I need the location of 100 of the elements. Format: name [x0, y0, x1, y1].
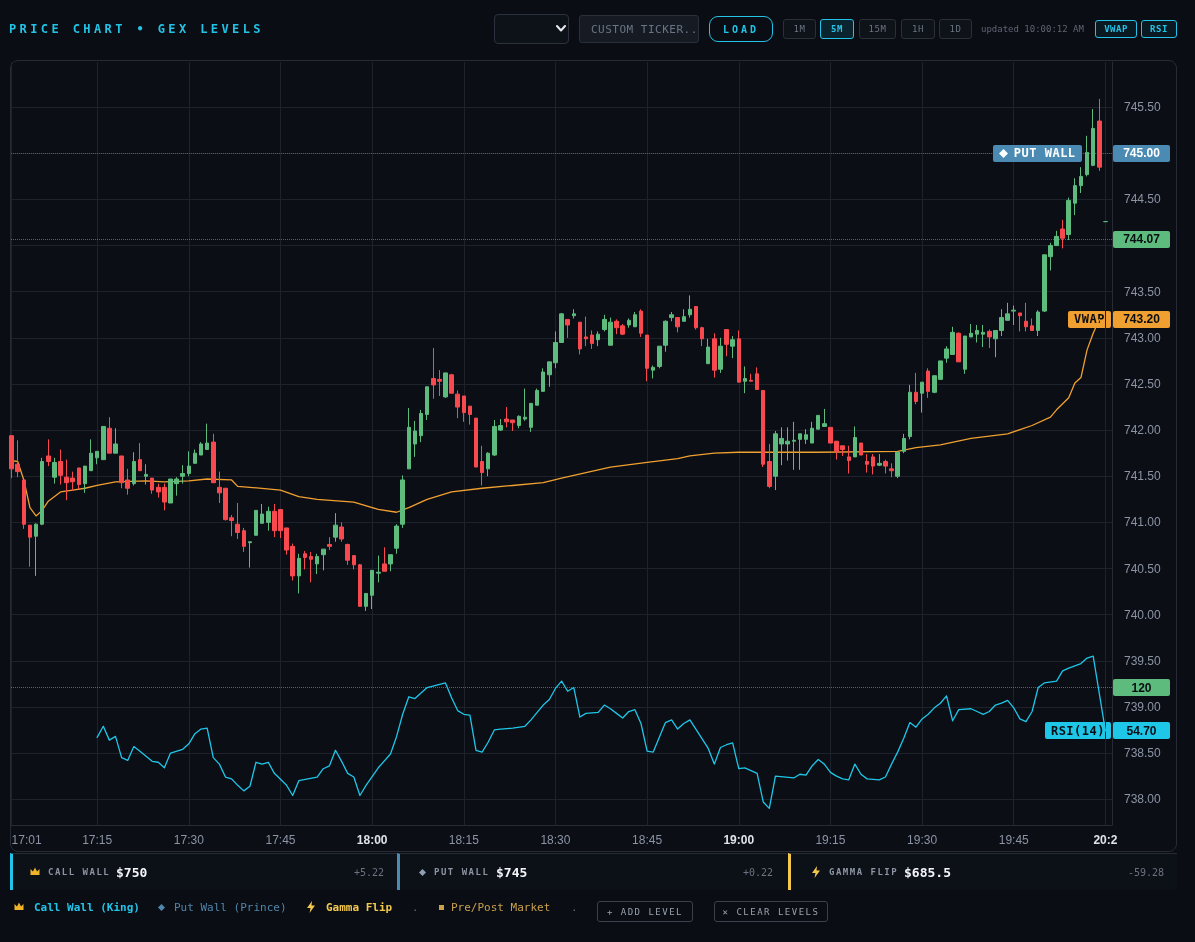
button: VWAP — [1095, 20, 1137, 38]
y-tick-label: 738.50 — [1124, 746, 1162, 761]
candlestick — [138, 442, 142, 472]
x-tick-label: 17:15 — [82, 833, 113, 847]
candlestick — [1091, 108, 1095, 167]
candlestick — [107, 416, 112, 454]
candlestick — [853, 425, 857, 458]
y-tick-label: 740.50 — [1124, 561, 1162, 576]
button: + ADD LEVEL — [597, 901, 693, 922]
candlestick — [596, 330, 600, 347]
candlestick — [1011, 305, 1016, 326]
button: ✕ CLEAR LEVELS — [714, 901, 828, 922]
candlestick — [889, 462, 894, 478]
candlestick — [865, 453, 869, 474]
candlestick — [895, 451, 900, 479]
candlestick — [963, 335, 967, 375]
candlestick — [1085, 135, 1089, 177]
candlestick — [486, 451, 490, 477]
candlestick — [150, 477, 154, 495]
y-tick-label: 740.00 — [1124, 607, 1162, 622]
y-tick-label: 744.50 — [1124, 192, 1162, 207]
candlestick — [761, 389, 765, 468]
candlestick — [1079, 166, 1083, 194]
candlestick — [376, 555, 381, 583]
candlestick — [400, 474, 405, 529]
candlestick — [1030, 317, 1034, 331]
text: $685.5 — [904, 864, 951, 880]
candlestick — [443, 372, 448, 399]
x-tick-label: 18:15 — [448, 833, 480, 847]
candlestick — [352, 555, 356, 570]
candlestick — [407, 407, 411, 470]
button: 1H — [901, 19, 935, 39]
candlestick — [565, 318, 570, 339]
candlestick — [682, 308, 686, 322]
candlestick — [260, 503, 264, 524]
candlestick — [113, 427, 118, 454]
candlestick — [981, 324, 985, 348]
annotation: 743.20 — [1123, 312, 1160, 327]
candlestick — [633, 311, 637, 328]
legend-label: VWAP — [1074, 312, 1105, 327]
candlestick — [297, 553, 301, 594]
y-tick-label: 742.50 — [1124, 376, 1162, 391]
candlestick — [187, 450, 191, 477]
candlestick — [718, 337, 723, 374]
chart-title: PRICE CHART • GEX LEVELS — [9, 22, 264, 36]
x-tick-label: 19:00 — [723, 833, 755, 847]
text: +5.22 — [353, 866, 384, 878]
candlestick — [804, 428, 808, 445]
x-tick-label: 17:30 — [173, 833, 205, 847]
candlestick — [40, 457, 44, 526]
line-series — [96, 655, 1107, 810]
y-tick-label: 738.00 — [1124, 792, 1162, 807]
candlestick — [706, 338, 710, 365]
candlestick — [52, 457, 57, 485]
x-tick-label: 18:45 — [632, 833, 663, 847]
y-tick-label: 741.50 — [1124, 469, 1162, 484]
candlestick — [58, 449, 63, 486]
candlestick — [956, 331, 961, 363]
candlestick — [847, 445, 851, 474]
candlestick — [792, 421, 796, 471]
text-field: CUSTOM TICKER.. — [579, 15, 699, 43]
ref-line-label: 744.07 — [1123, 232, 1160, 247]
candlestick — [211, 433, 216, 484]
text: $750 — [116, 864, 148, 880]
candlestick — [663, 319, 668, 353]
candlestick — [425, 386, 429, 421]
candlestick — [523, 388, 527, 422]
candlestick — [1097, 98, 1102, 172]
candlestick — [535, 388, 539, 406]
text: CALL WALL — [48, 867, 111, 877]
text: Put Wall (Prince) — [174, 900, 287, 914]
candlestick — [987, 329, 992, 349]
candlestick — [364, 592, 368, 612]
candlestick — [474, 417, 478, 468]
candlestick — [468, 405, 472, 426]
candlestick — [730, 335, 735, 359]
button: 1D — [939, 19, 972, 39]
candlestick — [180, 464, 185, 485]
candlestick — [22, 479, 26, 530]
x-tick-label: 17:45 — [265, 833, 296, 847]
candlestick — [333, 512, 338, 543]
candlestick — [28, 524, 32, 568]
candlestick — [651, 365, 655, 379]
candlestick — [743, 365, 747, 394]
y-tick-label: 743.50 — [1124, 284, 1162, 299]
candlestick — [370, 569, 374, 610]
candlestick — [266, 506, 271, 532]
x-tick-label: 19:45 — [998, 833, 1030, 847]
candlestick — [871, 453, 875, 475]
candlestick — [345, 543, 350, 566]
candlestick — [517, 414, 521, 429]
text: Gamma Flip — [326, 900, 393, 914]
candlestick — [859, 442, 863, 456]
candlestick — [920, 381, 924, 414]
y-tick-label: 741.00 — [1124, 515, 1162, 530]
candlestick — [321, 548, 326, 571]
candlestick — [657, 345, 662, 369]
candlestick — [908, 384, 912, 440]
y-tick-label: 739.00 — [1124, 699, 1162, 714]
candlestick — [700, 326, 704, 347]
